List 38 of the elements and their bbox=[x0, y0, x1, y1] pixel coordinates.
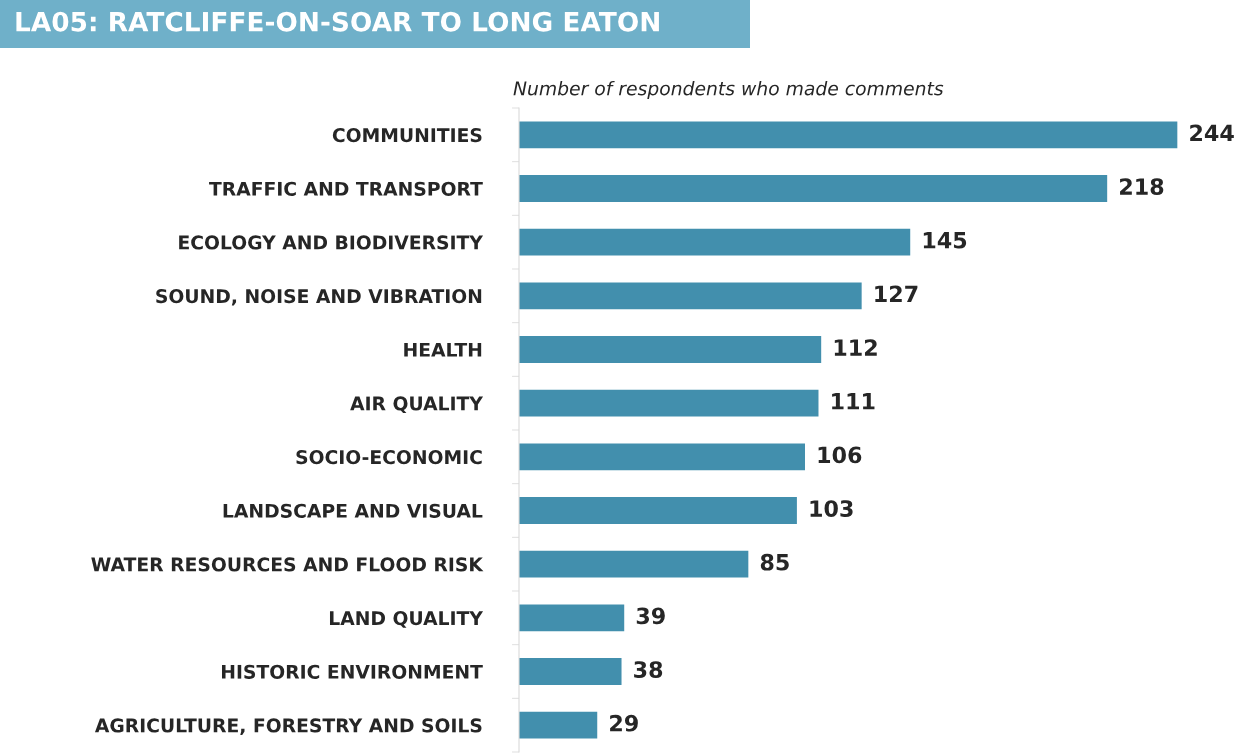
y-tick-label: SOUND, NOISE AND VIBRATION bbox=[156, 289, 482, 306]
bar bbox=[519, 550, 749, 578]
bar bbox=[519, 175, 1108, 202]
bar bbox=[519, 336, 822, 363]
data-label: 127 bbox=[875, 285, 918, 302]
bar bbox=[519, 228, 911, 256]
y-tick-label: WATER RESOURCES AND FLOOD RISK bbox=[91, 557, 484, 572]
y-tick-label: ECOLOGY AND BIODIVERSITY bbox=[179, 235, 484, 250]
bar bbox=[519, 497, 797, 524]
y-tick-label: AIR QUALITY bbox=[350, 396, 484, 414]
y-tick-label: LANDSCAPE AND VISUAL bbox=[223, 503, 483, 518]
data-label: 29 bbox=[610, 714, 638, 732]
y-tick-label: AGRICULTURE, FORESTRY AND SOILS bbox=[94, 718, 482, 735]
data-label: 112 bbox=[834, 339, 877, 356]
bar bbox=[519, 389, 819, 417]
y-tick-label: HISTORIC ENVIRONMENT bbox=[222, 664, 483, 679]
bar bbox=[519, 711, 598, 739]
y-tick-label: HEALTH bbox=[404, 342, 482, 357]
data-label: 85 bbox=[760, 553, 789, 571]
bar bbox=[519, 282, 862, 310]
data-label: 244 bbox=[1190, 124, 1234, 141]
bar bbox=[519, 604, 625, 632]
bar bbox=[519, 658, 622, 685]
data-label: 218 bbox=[1120, 178, 1164, 195]
data-label: 111 bbox=[832, 393, 875, 410]
y-tick-label: TRAFFIC AND TRANSPORT bbox=[209, 181, 483, 196]
y-tick-label: SOCIO-ECONOMIC bbox=[296, 450, 482, 465]
data-label: 103 bbox=[810, 500, 853, 517]
bar bbox=[519, 443, 805, 471]
data-label: 106 bbox=[818, 446, 862, 464]
chart-title: LA05: RATCLIFFE-ON-SOAR TO LONG EATON bbox=[16, 11, 659, 32]
data-label: 38 bbox=[634, 661, 663, 678]
data-label: 145 bbox=[923, 232, 967, 249]
y-tick-label: LAND QUALITY bbox=[329, 611, 484, 628]
chart-subtitle: Number of respondents who made comments bbox=[513, 80, 944, 100]
bar bbox=[519, 121, 1178, 149]
data-label: 39 bbox=[636, 607, 665, 625]
y-tick-label: COMMUNITIES bbox=[332, 128, 482, 143]
